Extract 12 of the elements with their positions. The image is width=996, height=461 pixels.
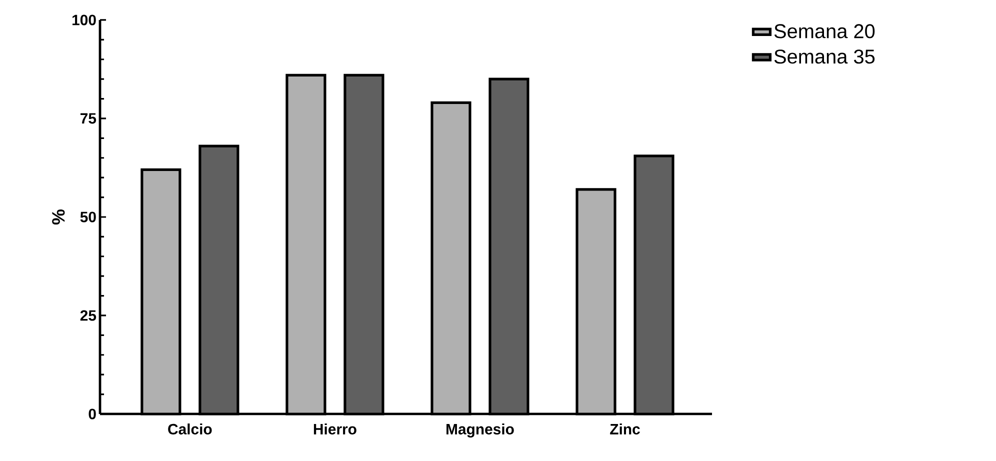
y-axis-title: % (52, 209, 65, 225)
x-tick-label: Hierro (314, 424, 356, 434)
y-tick-label: 100 (72, 14, 96, 26)
y-tick-label: 25 (80, 310, 96, 321)
y-tick-label: 50 (80, 212, 96, 222)
legend-label: Semana 20 (774, 24, 875, 38)
x-tick-label: Magnesio (446, 424, 514, 438)
y-tick-label: 75 (80, 113, 96, 124)
x-tick-label: Zinc (610, 424, 640, 434)
legend-label: Semana 35 (774, 50, 875, 64)
y-tick-label: 0 (88, 408, 96, 420)
x-tick-label: Calcio (168, 424, 212, 434)
